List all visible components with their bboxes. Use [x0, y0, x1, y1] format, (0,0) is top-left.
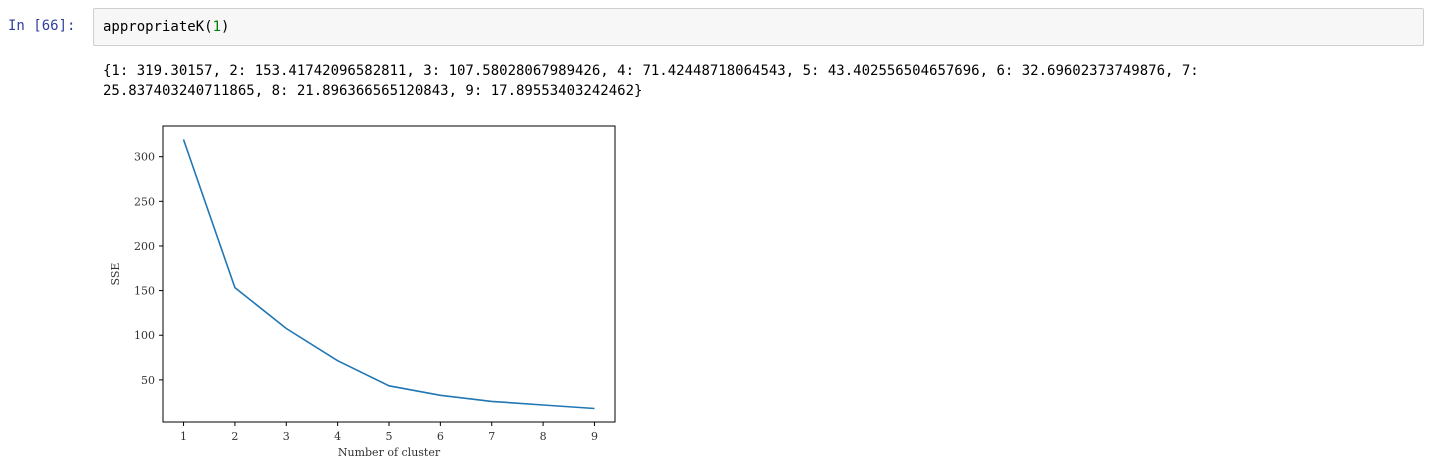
x-tick-label: 9 — [591, 430, 598, 443]
code-close-paren: ) — [221, 19, 230, 35]
cell-prompt: In [66]: — [8, 18, 76, 34]
x-tick-label: 5 — [386, 430, 393, 443]
output-line-2: 25.837403240711865, 8: 21.89636656512084… — [103, 83, 643, 99]
sse-series-line — [182, 139, 595, 410]
x-tick-label: 2 — [231, 430, 238, 443]
code-line[interactable]: appropriateK(1) — [103, 19, 229, 35]
sse-elbow-chart: 1 2 3 4 5 6 7 8 9 50 100 150 200 250 300 Number of cl… — [109, 125, 616, 459]
code-argument: 1 — [212, 19, 222, 35]
y-tick-label: 100 — [134, 329, 155, 342]
code-input-cell[interactable]: appropriateK(1) — [93, 8, 1424, 46]
x-tick-label: 8 — [540, 430, 547, 443]
y-tick-label: 150 — [134, 285, 155, 298]
y-tick-label: 300 — [134, 151, 155, 164]
x-tick-label: 1 — [180, 430, 187, 443]
x-axis-ticks: 1 2 3 4 5 6 7 8 9 — [180, 422, 598, 443]
code-open-paren: ( — [204, 19, 213, 35]
output-line-1: {1: 319.30157, 2: 153.41742096582811, 3:… — [103, 63, 1199, 79]
y-axis-label: SSE — [109, 263, 122, 286]
y-tick-label: 50 — [141, 374, 155, 387]
x-tick-label: 7 — [488, 430, 495, 443]
y-axis-ticks: 50 100 150 200 250 300 — [134, 151, 163, 387]
y-tick-label: 250 — [134, 195, 155, 208]
y-tick-label: 200 — [134, 240, 155, 253]
plot-area-frame — [162, 125, 616, 423]
code-function: appropriateK — [103, 19, 205, 35]
cell-output-text: {1: 319.30157, 2: 153.41742096582811, 3:… — [103, 61, 1423, 101]
x-axis-label: Number of cluster — [338, 446, 441, 459]
x-tick-label: 4 — [334, 430, 341, 443]
x-tick-label: 6 — [437, 430, 444, 443]
x-tick-label: 3 — [283, 430, 290, 443]
